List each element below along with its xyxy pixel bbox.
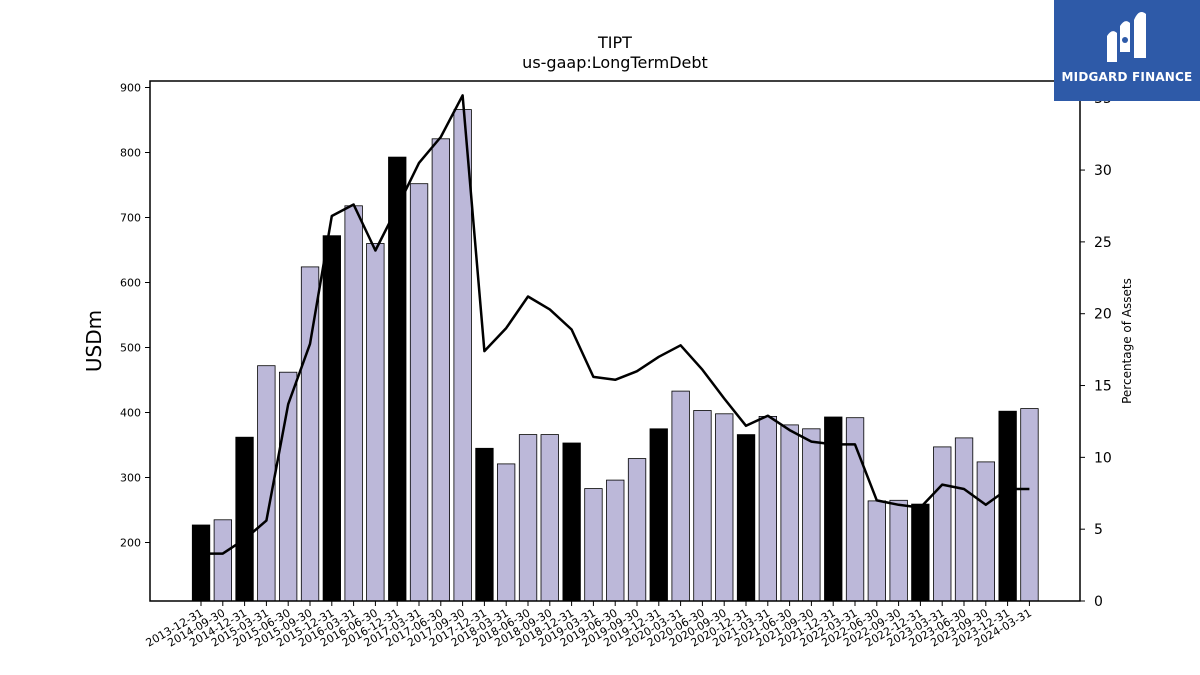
bar-2020-09-30 (715, 413, 734, 602)
y-tick-label-200: 200 (120, 537, 141, 550)
bar-2016-12-31 (388, 156, 407, 602)
chart-subtitle: us-gaap:LongTermDebt (522, 53, 708, 72)
y-tick-label-700: 700 (120, 212, 141, 225)
bar-2020-03-31 (671, 390, 690, 602)
bar-2019-06-30 (606, 479, 625, 602)
line-layer (201, 94, 1030, 555)
y2-tick-label-20: 20 (1094, 307, 1112, 323)
bar-2020-12-31 (736, 434, 756, 602)
y2-tick-label-15: 15 (1094, 379, 1112, 395)
bar-2017-09-30 (453, 109, 472, 602)
bar-2015-12-31 (322, 235, 342, 602)
y2-tick-label-5: 5 (1094, 522, 1103, 538)
bar-2022-12-31 (911, 503, 930, 602)
bar-2021-03-31 (758, 415, 777, 602)
bar-2023-03-31 (933, 446, 952, 602)
bar-2014-12-31 (235, 436, 254, 602)
bar-2016-06-30 (366, 243, 385, 602)
percentage-line (201, 94, 1030, 555)
y-axis-left: 200 300 400 500 600 700 800 900 (120, 82, 150, 550)
bar-2016-03-31 (344, 205, 363, 602)
bar-2017-03-31 (409, 183, 429, 602)
bar-2019-09-30 (627, 458, 647, 602)
bar-2021-06-30 (780, 424, 799, 602)
bar-2018-03-31 (496, 463, 516, 602)
y-tick-label-600: 600 (120, 277, 141, 290)
bar-group (191, 109, 1039, 602)
y-axis-label-right: Percentage of Assets (1120, 278, 1134, 404)
bar-2022-09-30 (889, 499, 908, 602)
bar-2020-06-30 (693, 410, 712, 602)
bar-2023-12-31 (998, 410, 1017, 602)
y2-tick-label-30: 30 (1094, 163, 1112, 179)
y-axis-right: 05101520253035 (1080, 91, 1112, 610)
bar-2022-06-30 (867, 500, 886, 602)
midgard-logo-icon (1107, 12, 1146, 62)
bar-2014-09-30 (213, 519, 233, 602)
y-tick-label-500: 500 (120, 342, 141, 355)
y-tick-label-300: 300 (120, 472, 141, 485)
bar-2013-12-31 (191, 524, 211, 602)
bar-2017-12-31 (475, 447, 494, 602)
y-tick-label-800: 800 (120, 147, 141, 160)
bar-2018-09-30 (540, 434, 559, 602)
y2-tick-label-25: 25 (1094, 235, 1112, 251)
bar-2019-12-31 (649, 428, 668, 602)
bar-2019-03-31 (584, 488, 603, 602)
brand-logo: MIDGARD FINANCE (1054, 0, 1200, 101)
y2-tick-label-10: 10 (1094, 450, 1112, 466)
chart-title: TIPT (597, 33, 632, 52)
bar-2017-06-30 (431, 138, 451, 602)
bar-2024-03-31 (1020, 408, 1039, 602)
bar-2018-12-31 (562, 442, 581, 602)
brand-name: MIDGARD FINANCE (1061, 70, 1193, 84)
bar-2023-09-30 (976, 461, 995, 602)
bar-2023-06-30 (954, 437, 974, 602)
y-axis-label-left: USDm (82, 310, 106, 372)
bar-2021-09-30 (802, 428, 821, 602)
y2-tick-label-0: 0 (1094, 594, 1103, 610)
x-axis: 2013-12-312014-09-302014-12-312015-03-31… (144, 601, 1034, 650)
y-tick-label-900: 900 (120, 82, 141, 95)
bar-2018-06-30 (518, 434, 538, 602)
y-tick-label-400: 400 (120, 407, 141, 420)
bar-2015-09-30 (300, 266, 320, 602)
